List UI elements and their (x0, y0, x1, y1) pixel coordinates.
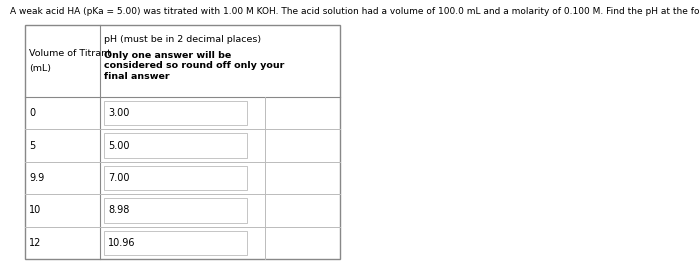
Text: 5.00: 5.00 (108, 141, 130, 151)
Bar (104, 134, 247, 158)
Text: 10: 10 (29, 206, 41, 216)
Text: (mL): (mL) (29, 65, 51, 73)
Bar (104, 166, 247, 190)
Bar (104, 101, 247, 125)
Text: 9.9: 9.9 (29, 173, 44, 183)
Text: 8.98: 8.98 (108, 206, 130, 216)
Text: Volume of Titrant: Volume of Titrant (29, 48, 111, 58)
Text: 3.00: 3.00 (108, 108, 130, 118)
Bar (104, 198, 247, 223)
Bar (104, 230, 247, 255)
Text: A weak acid HA (pKa = 5.00) was titrated with 1.00 M KOH. The acid solution had : A weak acid HA (pKa = 5.00) was titrated… (10, 7, 700, 16)
Text: 0: 0 (29, 108, 35, 118)
Bar (25, 25, 340, 259)
Text: pH (must be in 2 decimal places): pH (must be in 2 decimal places) (104, 35, 261, 44)
Text: 7.00: 7.00 (108, 173, 130, 183)
Text: 5: 5 (29, 141, 35, 151)
Text: Only one answer will be
considered so round off only your
final answer: Only one answer will be considered so ro… (104, 51, 284, 81)
Text: 12: 12 (29, 238, 41, 248)
Text: 10.96: 10.96 (108, 238, 136, 248)
